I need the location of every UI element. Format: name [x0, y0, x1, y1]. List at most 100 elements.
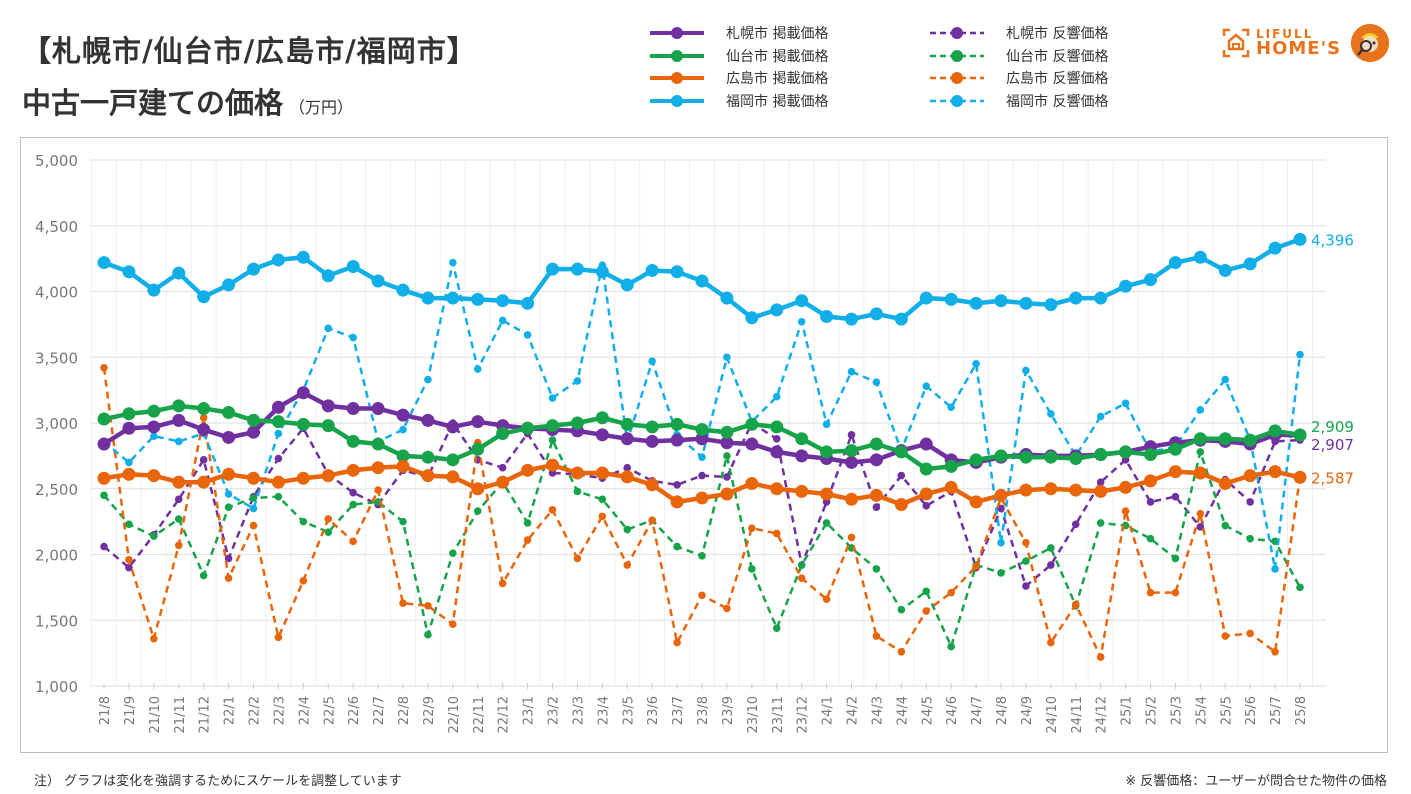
- data-point: [1196, 448, 1205, 456]
- data-point: [745, 417, 759, 431]
- data-point: [698, 471, 706, 480]
- data-point: [147, 283, 161, 297]
- data-point: [723, 452, 731, 460]
- mascot-icon: [1351, 24, 1390, 62]
- data-point: [1196, 509, 1205, 518]
- data-point: [947, 588, 955, 597]
- data-point: [997, 569, 1005, 577]
- data-point: [125, 520, 133, 529]
- data-point: [296, 417, 310, 431]
- logo-text-lifull: LIFULL: [1256, 27, 1314, 41]
- data-point: [770, 303, 784, 317]
- data-point: [446, 291, 460, 305]
- data-point: [598, 512, 607, 521]
- data-point: [1094, 484, 1108, 498]
- data-point: [548, 394, 557, 402]
- data-point: [446, 420, 460, 434]
- data-point: [795, 294, 809, 308]
- x-tick-label: 24/1: [821, 696, 836, 725]
- x-tick-label: 23/6: [646, 696, 661, 725]
- x-tick-label: 24/10: [1045, 696, 1060, 733]
- data-point: [1096, 478, 1105, 486]
- data-point: [673, 638, 681, 647]
- data-point: [174, 515, 183, 523]
- x-tick-label: 22/9: [422, 696, 437, 725]
- data-point: [1022, 582, 1030, 590]
- data-point: [1019, 296, 1033, 310]
- data-point: [349, 500, 357, 509]
- data-point: [1047, 544, 1055, 552]
- x-tick-label: 22/6: [347, 696, 362, 725]
- data-point: [1193, 466, 1207, 480]
- data-point: [1044, 298, 1058, 312]
- data-point: [797, 561, 806, 569]
- data-point: [648, 357, 656, 365]
- data-point: [897, 648, 906, 656]
- data-point: [1193, 250, 1207, 264]
- data-point: [1193, 432, 1207, 446]
- data-point: [1044, 450, 1058, 464]
- data-point: [994, 449, 1008, 463]
- data-point: [222, 467, 236, 481]
- data-point: [1019, 483, 1033, 497]
- data-point: [125, 563, 133, 572]
- data-point: [598, 495, 607, 504]
- data-point: [1246, 498, 1254, 506]
- data-point: [1144, 273, 1157, 287]
- data-point: [1144, 474, 1157, 488]
- data-point: [100, 363, 108, 372]
- x-tick-label: 23/5: [621, 696, 636, 725]
- legend-item: 広島市 掲載価格: [648, 67, 828, 90]
- footnote-response-price: ※ 反響価格：ユーザーが問合せた物件の価格: [1125, 774, 1387, 789]
- data-point: [922, 502, 931, 510]
- data-point: [174, 437, 183, 446]
- chart-frame: [20, 137, 1388, 753]
- data-point: [548, 505, 557, 514]
- data-point: [595, 411, 609, 425]
- data-point: [822, 595, 831, 604]
- data-point: [1019, 450, 1033, 464]
- legend-item: 広島市 反響価格: [928, 67, 1108, 90]
- x-tick-label: 22/3: [272, 696, 287, 725]
- data-point: [894, 445, 908, 459]
- lifull-homes-logo: LIFULL HOME'S: [1222, 24, 1390, 62]
- legend-dashed-line-marker: [930, 94, 984, 107]
- legend-item: 仙台市 反響価格: [928, 45, 1108, 68]
- data-point: [922, 607, 931, 615]
- data-point: [1168, 465, 1182, 479]
- x-tick-label: 25/6: [1244, 696, 1259, 725]
- data-point: [845, 455, 858, 469]
- data-point: [1293, 232, 1307, 246]
- series-hiroshima-solid: [97, 458, 1307, 512]
- data-point: [498, 463, 507, 472]
- data-point: [174, 495, 183, 504]
- data-point: [872, 632, 881, 640]
- data-point: [919, 291, 933, 305]
- data-point: [496, 475, 510, 489]
- data-point: [648, 516, 656, 525]
- data-point: [820, 487, 834, 501]
- data-point: [1119, 480, 1133, 494]
- data-point: [822, 519, 831, 527]
- data-point: [498, 316, 507, 325]
- data-point: [1168, 442, 1182, 456]
- data-point: [695, 423, 709, 437]
- data-point: [645, 420, 659, 434]
- data-point: [1243, 257, 1257, 271]
- data-point: [222, 405, 236, 419]
- data-point: [399, 517, 407, 526]
- x-tick-label: 25/8: [1294, 696, 1309, 725]
- x-tick-label: 21/11: [173, 696, 188, 733]
- data-point: [521, 296, 535, 310]
- x-tick-label: 24/12: [1095, 696, 1110, 733]
- data-point: [897, 471, 906, 480]
- legend-label: 広島市 反響価格: [1006, 71, 1109, 88]
- data-point: [919, 462, 933, 476]
- data-point: [324, 324, 333, 333]
- x-tick-label: 25/1: [1120, 696, 1135, 725]
- x-tick-label: 22/4: [297, 696, 312, 725]
- data-point: [797, 574, 806, 582]
- data-point: [271, 253, 285, 267]
- legend-dashed-line-marker: [930, 72, 984, 85]
- data-point: [125, 555, 133, 564]
